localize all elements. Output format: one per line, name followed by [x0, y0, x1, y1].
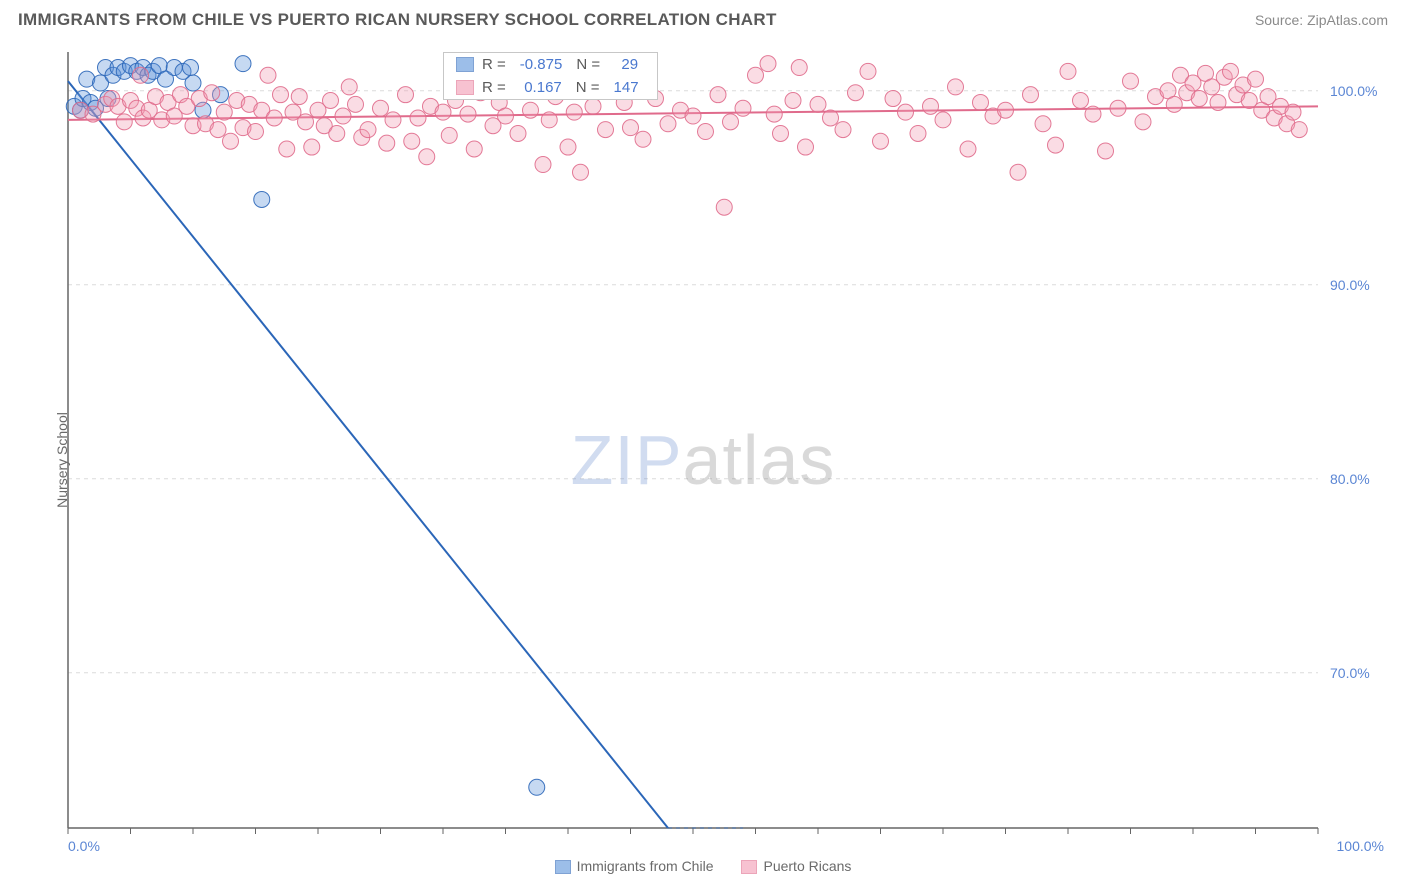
- y-axis-label: Nursery School: [54, 412, 70, 508]
- x-axis-labels: 0.0% 100.0%: [18, 838, 1388, 854]
- legend: Immigrants from ChilePuerto Ricans: [18, 858, 1388, 874]
- scatter-plot: 70.0% 80.0% 90.0% 100.0%: [18, 46, 1388, 874]
- chart-title: IMMIGRANTS FROM CHILE VS PUERTO RICAN NU…: [18, 10, 777, 30]
- stats-box: R =-0.875N =29R =0.167N =147: [443, 52, 658, 100]
- chart-source: Source: ZipAtlas.com: [1255, 12, 1388, 28]
- x-max-label: 100.0%: [1337, 838, 1384, 854]
- svg-text:100.0%: 100.0%: [1330, 83, 1377, 99]
- chart-header: IMMIGRANTS FROM CHILE VS PUERTO RICAN NU…: [0, 0, 1406, 36]
- chart-area: Nursery School 70.0%80.0%90.0%100.0% ZIP…: [18, 46, 1388, 874]
- svg-text:90.0%: 90.0%: [1330, 277, 1370, 293]
- x-min-label: 0.0%: [68, 838, 100, 854]
- svg-text:70.0%: 70.0%: [1330, 665, 1370, 681]
- svg-text:80.0%: 80.0%: [1330, 471, 1370, 487]
